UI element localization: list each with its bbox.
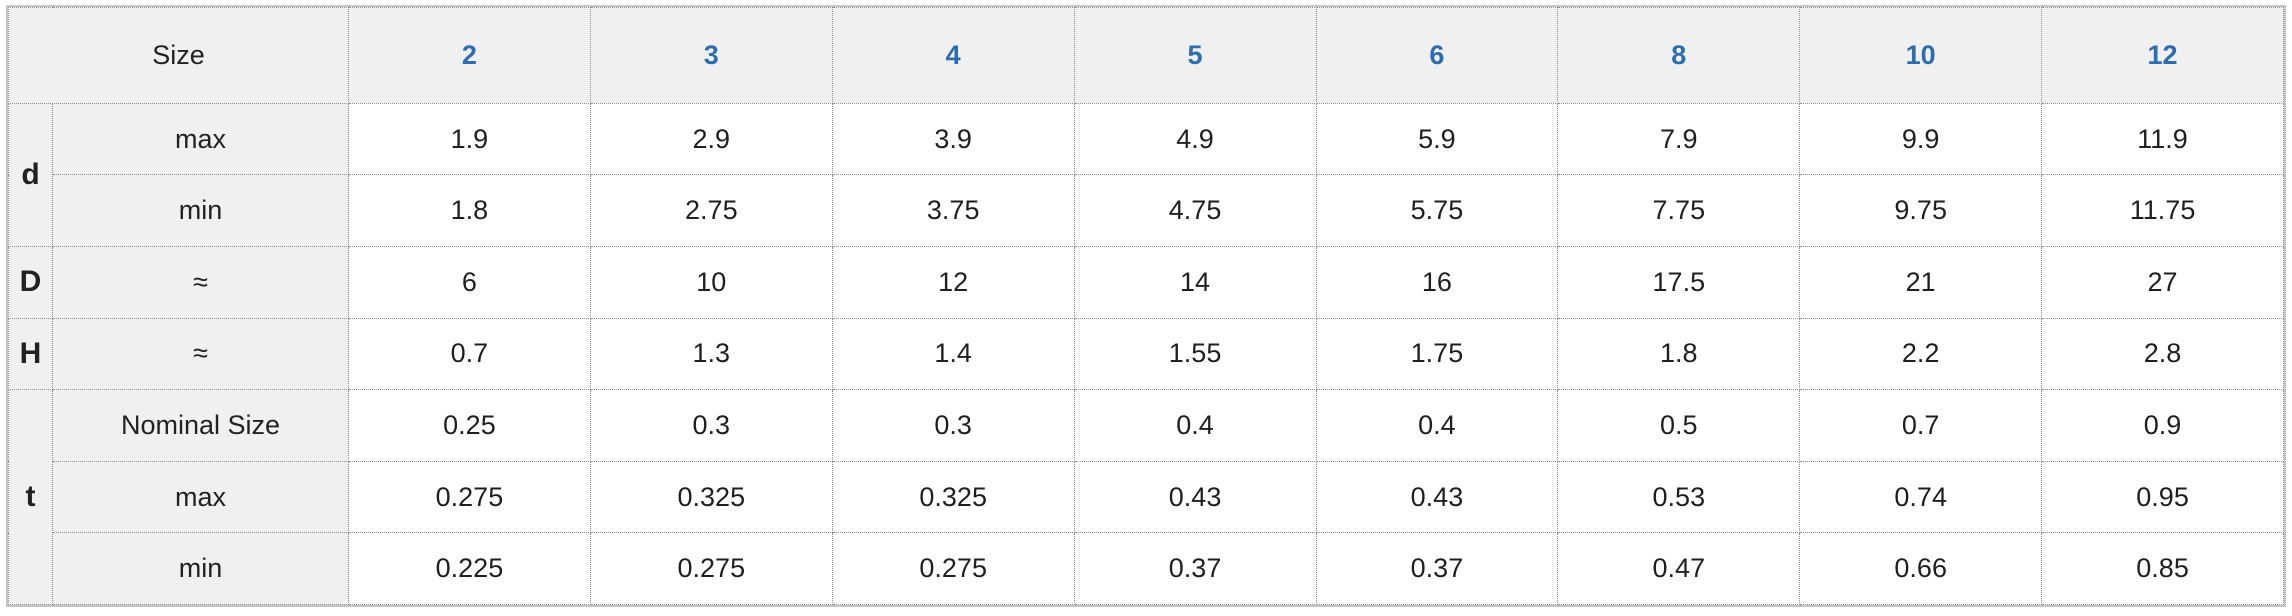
table-cell: 0.275: [348, 460, 591, 534]
dimension-spec-table: Size 2 3 4 5 6 8 10 12 d max 1.9 2.9 3.9 4.9 5…: [8, 7, 2284, 605]
table-cell: 0.43: [1073, 460, 1317, 534]
table-cell: 0.85: [2041, 532, 2284, 605]
table-cell: 7.9: [1557, 102, 1801, 176]
table-cell: 21: [1799, 245, 2043, 319]
size-header-10: 10: [1799, 7, 2043, 104]
table-row: min 1.8 2.75 3.75 4.75 5.75 7.75 9.75 11.75: [9, 174, 2284, 247]
spec-table-container: Size 2 3 4 5 6 8 10 12 d max 1.9 2.9 3.9 4.9 5…: [6, 5, 2286, 607]
table-row: min 0.225 0.275 0.275 0.37 0.37 0.47 0.66 0.85: [9, 532, 2284, 605]
table-cell: 0.325: [831, 460, 1075, 534]
table-row: t Nominal Size 0.25 0.3 0.3 0.4 0.4 0.5 0.7 0.9: [8, 389, 2284, 605]
size-header-2: 2: [348, 7, 591, 104]
size-header-8: 8: [1557, 7, 1801, 104]
table-cell: 3.75: [831, 174, 1075, 247]
row-label: max: [52, 460, 349, 534]
table-cell: 4.75: [1073, 174, 1317, 247]
table-cell: 1.75: [1315, 317, 1559, 391]
table-cell: 0.37: [1073, 532, 1317, 605]
table-cell: 0.3: [831, 389, 1075, 462]
table-cell: 0.4: [1315, 389, 1559, 462]
table-cell: 0.7: [348, 317, 591, 391]
table-cell: 1.8: [348, 174, 591, 247]
table-cell: 1.55: [1073, 317, 1317, 391]
row-label: min: [52, 174, 349, 247]
table-row: D ≈6 10 12 14 16 17.5 21 27: [8, 245, 2284, 319]
size-header-4: 4: [831, 7, 1075, 104]
table-cell: 11.75: [2041, 174, 2284, 247]
size-header-5: 5: [1073, 7, 1317, 104]
table-cell: 0.47: [1557, 532, 1801, 605]
spec-table-body: Size 2 3 4 5 6 8 10 12 d max 1.9 2.9 3.9 4.9 5…: [8, 7, 2284, 605]
size-header-label: Size: [8, 7, 349, 104]
table-cell: 3.9: [831, 102, 1075, 176]
table-row: max 0.275 0.325 0.325 0.43 0.43 0.53 0.74 0.95: [9, 460, 2284, 534]
table-cell: 2.75: [589, 174, 833, 247]
table-cell: 7.75: [1557, 174, 1801, 247]
table-cell: 2.2: [1799, 317, 2043, 391]
dimension-symbol-h-upper: H: [8, 317, 53, 391]
table-cell: 5.75: [1315, 174, 1559, 247]
size-header-6: 6: [1315, 7, 1559, 104]
table-cell: 0.95: [2041, 460, 2284, 534]
table-cell: 0.4: [1073, 389, 1317, 462]
table-cell: 2.8: [2041, 317, 2284, 391]
table-cell: 1.9: [348, 102, 591, 176]
table-cell: 10: [589, 245, 833, 319]
table-cell: 11.9: [2041, 102, 2284, 176]
table-cell: 1.8: [1557, 317, 1801, 391]
table-cell: 9.75: [1799, 174, 2043, 247]
table-cell: 4.9: [1073, 102, 1317, 176]
row-label: min: [52, 532, 349, 605]
table-cell: 0.25: [348, 389, 591, 462]
table-cell: 2.9: [589, 102, 833, 176]
table-cell: 0.53: [1557, 460, 1801, 534]
table-cell: 0.66: [1799, 532, 2043, 605]
table-cell: 0.43: [1315, 460, 1559, 534]
dimension-symbol-d: d: [8, 102, 53, 247]
table-cell: 0.7: [1799, 389, 2043, 462]
table-cell: 0.5: [1557, 389, 1801, 462]
table-cell: 6: [348, 245, 591, 319]
row-label: max: [52, 102, 349, 176]
table-cell: 0.9: [2041, 389, 2284, 462]
table-cell: 12: [831, 245, 1075, 319]
table-cell: 0.325: [589, 460, 833, 534]
dimension-symbol-d-upper: D: [8, 245, 53, 319]
table-cell: 5.9: [1315, 102, 1559, 176]
table-row: H ≈0.7 1.3 1.4 1.55 1.75 1.8 2.2 2.8: [8, 317, 2284, 391]
table-cell: 0.37: [1315, 532, 1559, 605]
table-cell: 17.5: [1557, 245, 1801, 319]
size-header-12: 12: [2041, 7, 2284, 104]
table-cell: 1.4: [831, 317, 1075, 391]
table-cell: 0.225: [348, 532, 591, 605]
table-row: d max 1.9 2.9 3.9 4.9 5.9 7.9 9.9 11.9: [8, 102, 2284, 247]
table-cell: 9.9: [1799, 102, 2043, 176]
table-cell: 0.275: [589, 532, 833, 605]
row-label: ≈: [52, 317, 349, 391]
size-header-3: 3: [589, 7, 833, 104]
row-label: Nominal Size: [52, 389, 349, 462]
table-cell: 0.3: [589, 389, 833, 462]
row-label: ≈: [52, 245, 349, 319]
table-cell: 14: [1073, 245, 1317, 319]
table-cell: 0.275: [831, 532, 1075, 605]
header-row: Size 2 3 4 5 6 8 10 12: [8, 7, 2284, 104]
dimension-symbol-t: t: [8, 389, 53, 605]
table-cell: 27: [2041, 245, 2284, 319]
table-cell: 1.3: [589, 317, 833, 391]
table-cell: 0.74: [1799, 460, 2043, 534]
table-cell: 16: [1315, 245, 1559, 319]
